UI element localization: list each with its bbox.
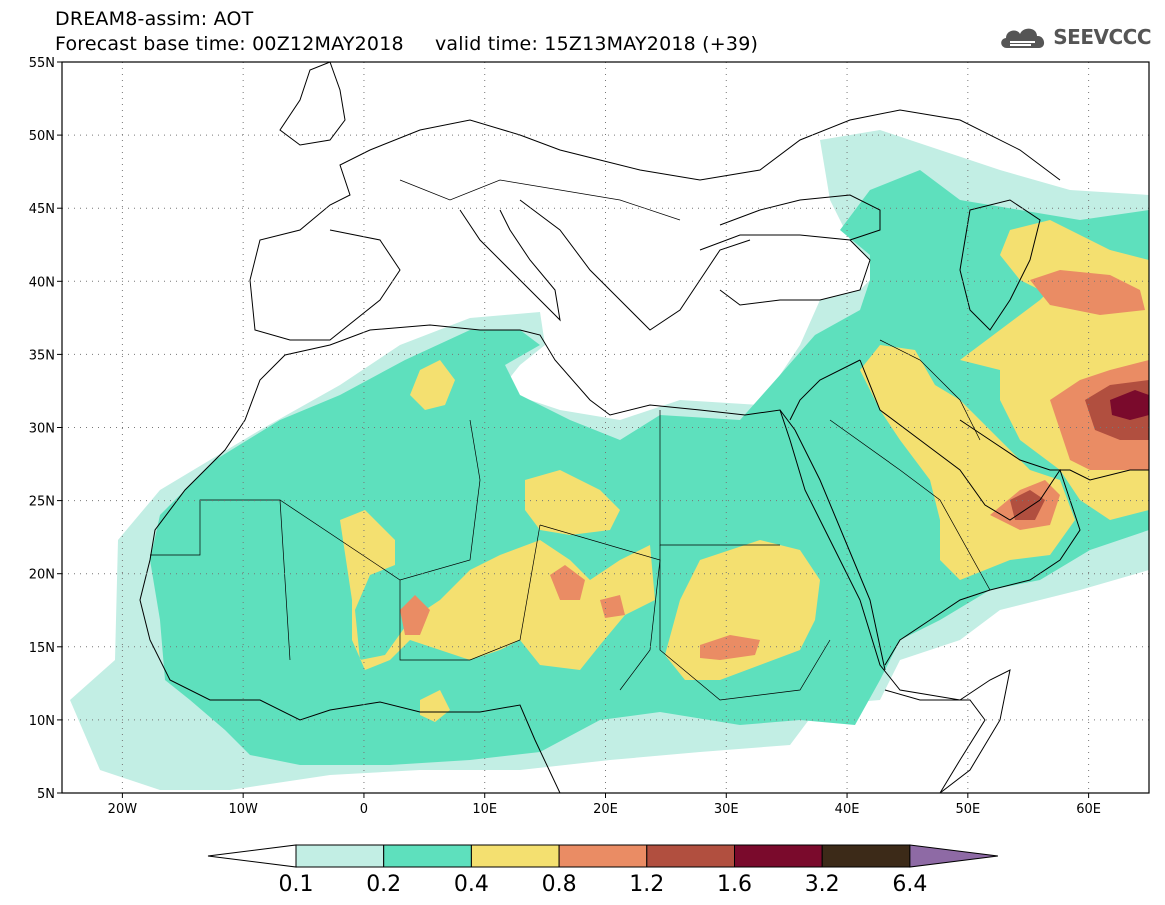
lat-label: 55N (29, 56, 55, 71)
lat-label: 40N (29, 275, 55, 290)
cloud-icon (1001, 28, 1045, 48)
lon-label: 60E (1076, 802, 1101, 817)
colorbar-label: 3.2 (804, 872, 840, 897)
colorbar-label: 6.4 (892, 872, 928, 897)
colorbar-swatch (383, 844, 472, 868)
aot-field (70, 130, 1149, 790)
border-mauritania (150, 499, 291, 661)
lon-label: 20W (108, 802, 138, 817)
forecast-time-line: Forecast base time: 00Z12MAY2018 valid t… (55, 33, 759, 55)
country-borders (150, 179, 991, 701)
lon-label: 10W (228, 802, 258, 817)
coastline-iberia (249, 229, 401, 341)
colorbar-swatch (295, 844, 385, 868)
lat-label: 30N (29, 422, 55, 437)
coastline-red-sea (779, 359, 886, 671)
border-sudan (659, 545, 831, 701)
aot-contour-0.8-sudan (700, 635, 760, 660)
border-algeria-mali (279, 419, 481, 581)
colorbar-swatch (821, 844, 911, 868)
colorbar-swatch (646, 844, 735, 868)
colorbar-swatch (470, 844, 560, 868)
lat-label: 50N (29, 129, 55, 144)
colorbar-swatch (734, 844, 823, 868)
lon-label: 0 (360, 802, 368, 817)
coastline-persian-gulf (959, 419, 1149, 481)
coastline-africa (149, 324, 1011, 793)
lon-label: 40E (835, 802, 860, 817)
colorbar-label: 1.2 (629, 872, 665, 897)
coastline-black-sea (719, 194, 881, 241)
colorbar-max-triangle (909, 844, 998, 868)
longitude-labels: 20W 10W 0 10E 20E 30E 40E 50E 60E (108, 793, 1101, 817)
lat-label: 10N (29, 714, 55, 729)
colorbar-min-triangle (207, 844, 297, 868)
logo-text: SEEVCCC (1053, 25, 1151, 49)
aot-contour-0.4-mali (420, 690, 450, 722)
border-europe (399, 179, 681, 221)
lat-label: 20N (29, 568, 55, 583)
seevccc-logo: SEEVCCC (997, 22, 1151, 52)
lon-label: 20E (593, 802, 618, 817)
colorbar-swatch (558, 844, 648, 868)
lat-label: 15N (29, 641, 55, 656)
lat-label: 35N (29, 348, 55, 363)
coastline-west-africa (139, 559, 561, 793)
lon-label: 30E (714, 802, 739, 817)
colorbar (207, 844, 998, 868)
lon-label: 10E (472, 802, 497, 817)
colorbar-label: 0.8 (541, 872, 577, 897)
lat-label: 45N (29, 202, 55, 217)
aot-contour-1.2-uae (1010, 490, 1045, 520)
aot-contour-0.4-morocco (410, 360, 455, 410)
coastline-uk (279, 62, 346, 146)
aot-contour-0.8-chad (550, 565, 585, 600)
lat-label: 5N (37, 787, 55, 802)
aot-contour-0.4-sahara-north (525, 470, 620, 535)
coastline-turkey (699, 234, 871, 306)
lon-label: 50E (955, 802, 980, 817)
aot-contour-0.8-niger (400, 595, 430, 635)
colorbar-label: 0.1 (278, 872, 314, 897)
map-title: DREAM8-assim: AOT (55, 8, 254, 30)
colorbar-label: 0.4 (453, 872, 489, 897)
coastline-italy (459, 209, 561, 322)
colorbar-label: 1.6 (717, 872, 752, 897)
border-niger (399, 524, 541, 661)
coastline-caspian (959, 199, 1041, 331)
border-saudi (829, 419, 991, 591)
colorbar-label: 0.2 (366, 872, 402, 897)
coastline-horn (884, 689, 986, 793)
aot-contour-1.6-iran (1110, 390, 1149, 420)
aot-contour-0.8-chad-east (600, 595, 625, 618)
border-iraq-iran (879, 339, 981, 441)
border-chad (539, 524, 661, 691)
coastline-arabia (859, 359, 1081, 666)
coastlines (139, 62, 1149, 793)
latitude-labels: 55N 50N 45N 40N 35N 30N 25N 20N 15N 10N 5N (29, 56, 62, 802)
coastline-balkans (519, 199, 751, 331)
coastline-europe (249, 109, 1061, 281)
lat-label: 25N (29, 495, 55, 510)
